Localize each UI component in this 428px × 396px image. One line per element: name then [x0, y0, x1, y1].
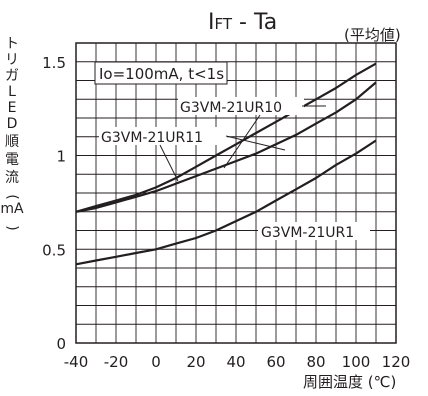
annotation-box — [94, 61, 228, 85]
y-label-char: ) — [4, 225, 20, 230]
y-label-char: E — [8, 100, 17, 116]
series-label-text: G3VM-21UR11 — [101, 130, 203, 146]
series-line-2 — [75, 139, 377, 266]
x-axis-label: 周囲温度 (℃) — [303, 373, 396, 391]
series-label-ur1: G3VM-21UR1 — [258, 222, 370, 241]
x-tick-label: 20 — [186, 353, 205, 371]
y-label-char: ( — [4, 194, 20, 199]
x-tick-label: 60 — [266, 353, 285, 371]
x-tick-label: 40 — [226, 353, 245, 371]
y-tick-label: 0 — [56, 335, 66, 353]
x-tick-label: 80 — [306, 353, 325, 371]
y-label-char: ガ — [5, 68, 19, 84]
x-tick-label: 100 — [342, 353, 371, 371]
y-label-char: mA — [0, 201, 24, 217]
tick-labels: -40 -20 0 20 40 60 80 100 120 0 0.5 1 1.5 — [42, 54, 410, 371]
chart-subtitle: (平均値) — [344, 26, 401, 44]
y-label-char: ト — [5, 36, 19, 52]
grid — [76, 43, 396, 343]
series-label-text: G3VM-21UR10 — [180, 100, 282, 116]
x-tick-label: 120 — [382, 353, 411, 371]
x-tick-label: -20 — [104, 353, 129, 371]
y-tick-label: 1 — [56, 148, 66, 166]
y-tick-label: 1.5 — [42, 54, 66, 72]
series-line-0 — [75, 62, 377, 213]
x-tick-label: -40 — [64, 353, 89, 371]
annotation-text: Io=100mA, t<1s — [99, 65, 224, 83]
y-label-char: D — [7, 116, 18, 132]
y-label-char: 流 — [5, 170, 19, 186]
y-label-char: 電 — [5, 152, 19, 168]
series-label-ur11: G3VM-21UR11 — [99, 127, 286, 182]
y-label-char: リ — [5, 52, 19, 68]
x-tick-label: 0 — [151, 353, 161, 371]
plot-frame — [75, 42, 397, 344]
y-tick-label: 0.5 — [42, 241, 66, 259]
y-label-char: L — [8, 84, 16, 100]
y-label-char: 順 — [5, 134, 19, 150]
series-label-ur10: G3VM-21UR10 — [178, 97, 326, 169]
series-label-text: G3VM-21UR1 — [261, 225, 354, 241]
chart-title: IFT - Ta — [208, 10, 277, 35]
